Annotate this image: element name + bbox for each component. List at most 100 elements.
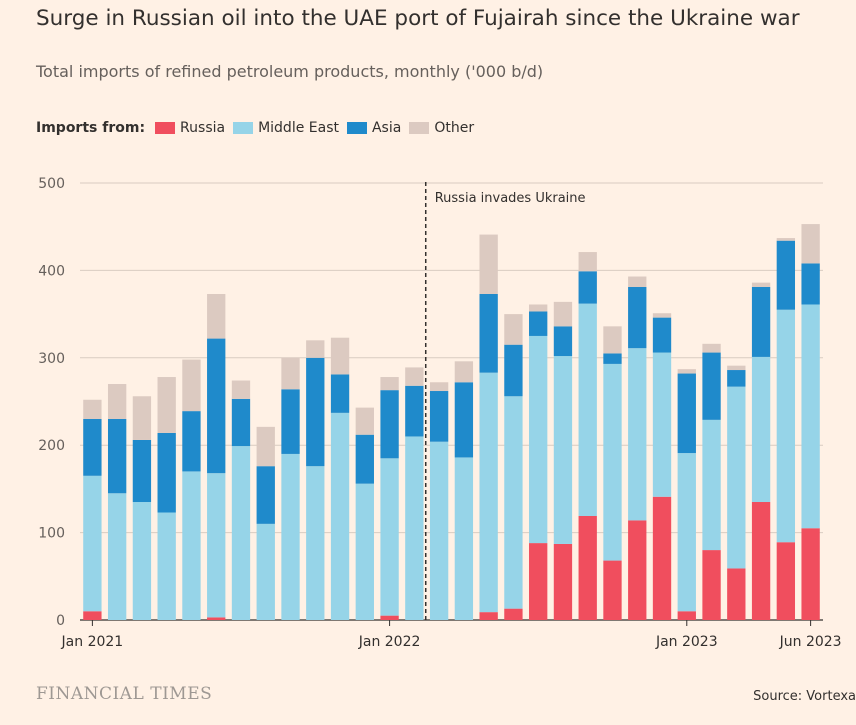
bar-segment-other [429,382,449,392]
bar-segment-other [405,367,424,386]
bar-segment-asia [504,344,523,397]
bar-segment-russia [727,568,746,620]
bar-segment-other [702,343,721,353]
bar-segment-middle-east [479,372,498,613]
legend-swatch-middle-east [233,122,254,134]
y-tick-label: 400 [38,263,65,279]
bar-segment-asia [83,418,102,476]
bar-segment-asia [776,240,796,310]
bar-segment-asia [281,389,300,454]
bar-segment-other [306,340,325,358]
bar-segment-asia [306,357,325,467]
bar-segment-middle-east [330,412,350,620]
bar-segment-middle-east [182,471,201,620]
y-tick-label: 300 [38,351,65,367]
legend-item-asia: Asia [346,120,401,136]
bar-segment-russia [801,528,820,620]
bar-segment-middle-east [207,473,226,618]
bar-segment-other [801,224,820,264]
x-tick-label: Jan 2023 [655,634,718,650]
bar-segment-asia [529,311,548,336]
bar-segment-russia [776,542,796,620]
bar-segment-middle-east [603,363,622,561]
legend: Imports from: Russia Middle East Asia Ot… [36,120,482,136]
bar-segment-middle-east [405,436,424,620]
chart-title: Surge in Russian oil into the UAE port o… [36,6,800,31]
bar-segment-other [628,276,647,288]
bar-segment-asia [677,373,696,454]
bar-segment-middle-east [132,502,152,620]
bar-segment-other [504,314,523,345]
bar-segment-other [157,377,176,433]
bar-segment-middle-east [355,483,374,620]
bar-segment-middle-east [628,348,647,521]
bar-segment-asia [652,317,672,353]
bar-segment-other [132,396,152,440]
gridlines [80,182,823,621]
bar-segment-other [751,282,771,288]
bar-segment-middle-east [801,304,820,529]
bar-segment-other [727,365,746,371]
bar-segment-middle-east [776,309,796,543]
bars [83,224,820,620]
bar-segment-middle-east [727,386,746,569]
x-tick-label: Jan 2021 [61,634,124,650]
bar-segment-middle-east [231,446,251,620]
ft-logo: FINANCIAL TIMES [36,684,213,704]
bar-segment-russia [751,502,771,620]
legend-item-other: Other [409,120,474,136]
y-tick-label: 100 [38,526,65,542]
bar-segment-asia [578,271,597,304]
bar-segment-russia [578,515,597,620]
source-note: Source: Vortexa [753,689,856,704]
legend-label-other: Other [434,120,475,136]
x-tick-label: Jun 2023 [779,634,842,650]
legend-item-russia: Russia [155,120,225,136]
y-tick-label: 200 [38,438,65,454]
bar-segment-middle-east [677,453,696,612]
bar-segment-russia [677,611,696,620]
bar-segment-russia [652,496,672,620]
bar-segment-middle-east [107,493,127,620]
bar-segment-middle-east [157,512,176,620]
bar-segment-asia [256,466,275,524]
bar-segment-other [330,337,350,375]
legend-swatch-russia [155,122,176,134]
bar-segment-russia [603,560,622,620]
bar-segment-russia [702,550,721,620]
bar-segment-other [256,426,275,467]
bar-segment-middle-east [553,356,573,544]
bar-segment-russia [529,543,548,620]
bar-segment-asia [182,411,201,472]
bar-segment-middle-east [83,475,102,612]
bar-segment-other [677,369,696,374]
bar-segment-other [182,359,201,412]
bar-segment-middle-east [529,335,548,544]
bar-segment-middle-east [256,523,275,620]
bar-segment-asia [157,432,176,513]
y-axis-ticks: 0 100 200 300 400 500 [38,176,65,629]
bar-segment-other [479,234,498,294]
y-tick-label: 500 [38,176,65,192]
bar-segment-other [380,377,399,391]
bar-segment-asia [429,391,449,442]
bar-segment-asia [801,263,820,305]
bar-segment-other [107,384,127,419]
bar-segment-asia [330,374,350,413]
bar-segment-middle-east [380,458,399,616]
bar-segment-middle-east [306,466,325,620]
bar-segment-russia [83,611,102,620]
bar-segment-russia [628,520,647,620]
bar-segment-other [454,361,474,383]
bar-segment-asia [628,287,647,349]
legend-item-middle-east: Middle East [233,120,339,136]
bar-segment-middle-east [578,303,597,516]
bar-segment-other [355,407,374,435]
bar-segment-middle-east [751,356,771,503]
bar-segment-asia [132,439,152,503]
bar-segment-other [553,301,573,327]
bar-segment-other [776,238,796,241]
bar-segment-asia [231,398,251,447]
bar-segment-middle-east [702,419,721,551]
